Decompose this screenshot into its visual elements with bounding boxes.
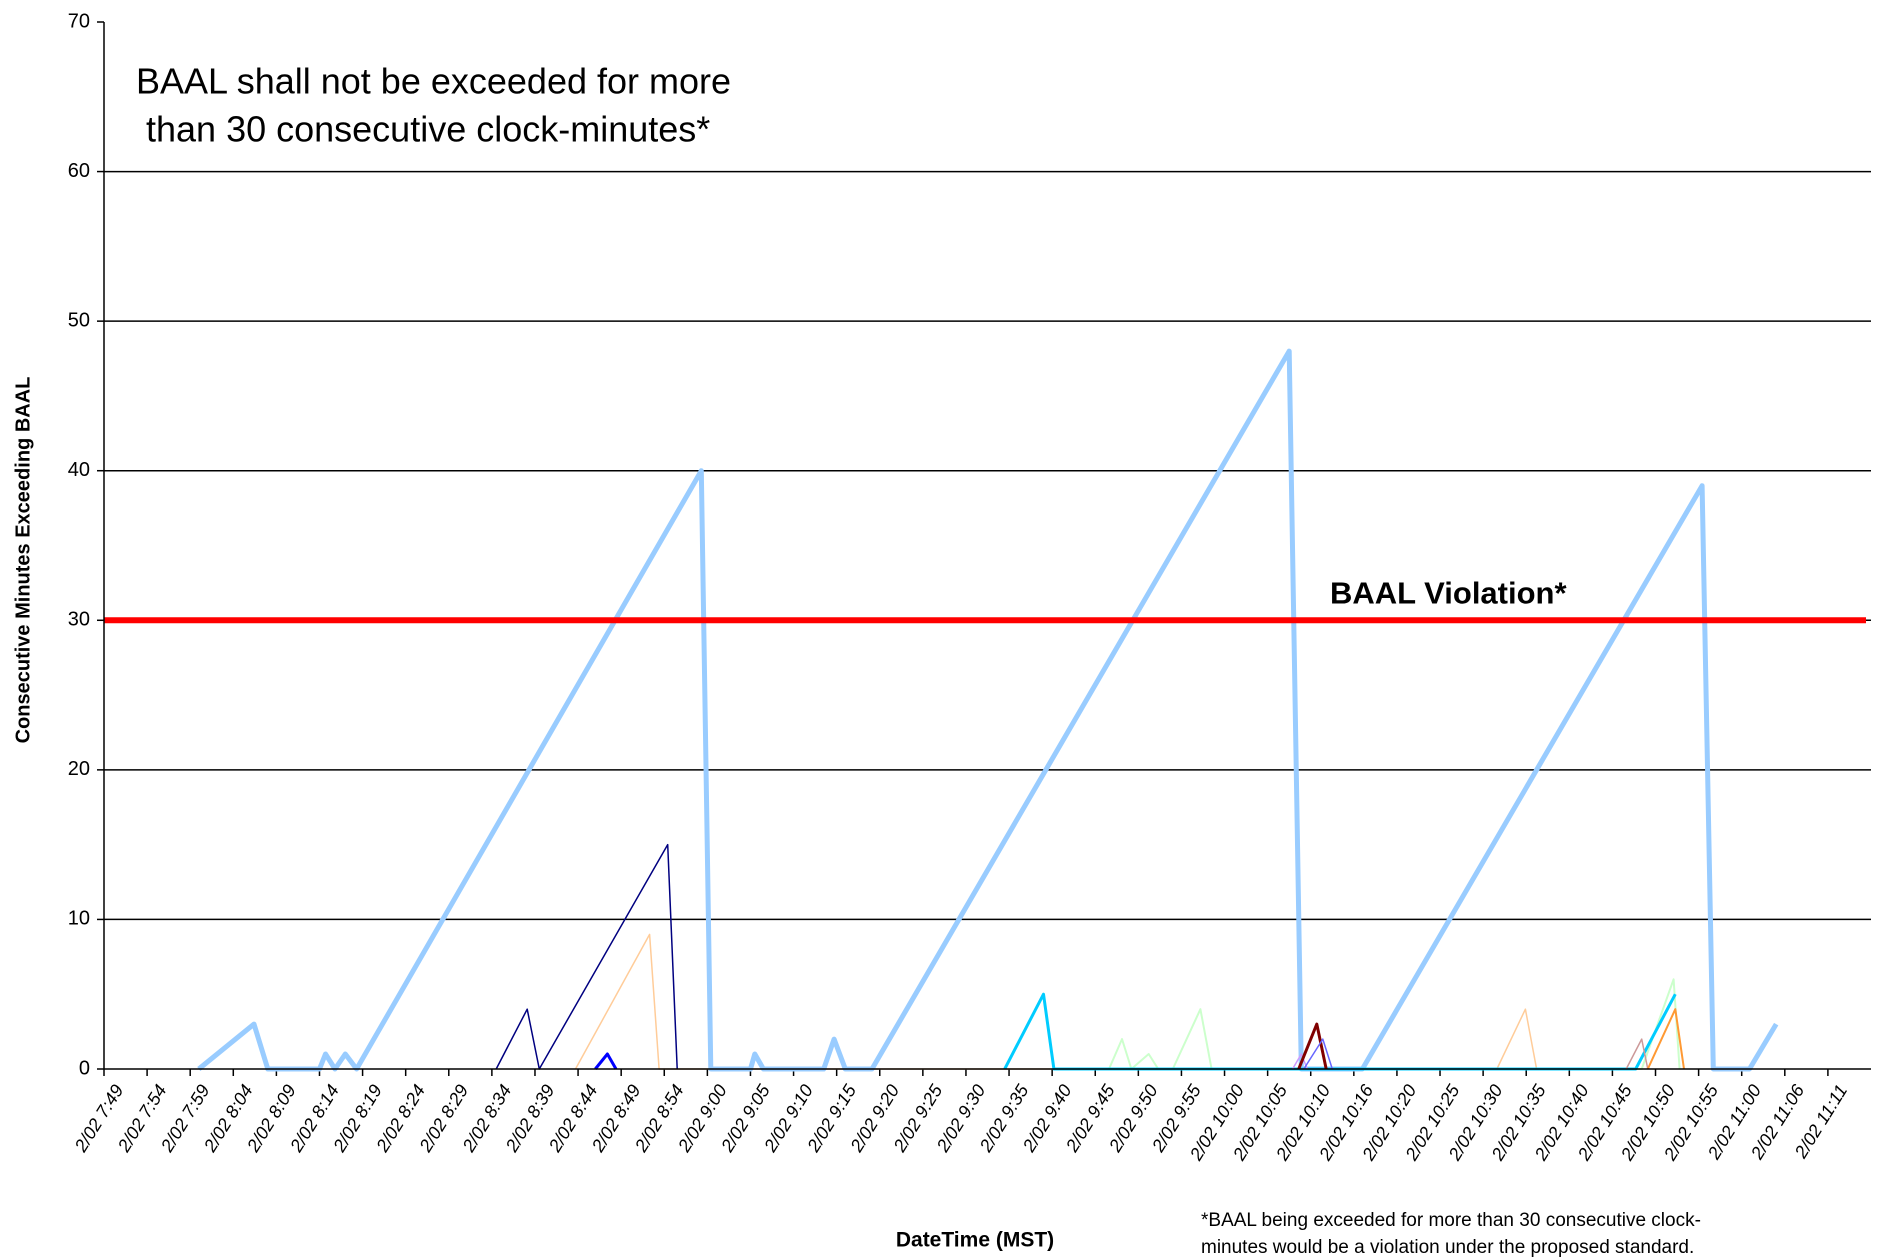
series-line [1108,978,1681,1070]
series-line [1625,1038,1649,1070]
series-line [1297,1022,1328,1070]
series-line [495,843,678,1070]
x-axis-label: DateTime (MST) [896,1229,1054,1252]
y-tick-label: 50 [68,309,90,331]
y-tick-label: 0 [79,1057,90,1079]
annotation: BAAL shall not be exceeded for more [136,61,731,102]
y-tick-label: 10 [68,908,90,930]
footnote: minutes would be a violation under the p… [1201,1237,1694,1258]
y-tick-label: 20 [68,758,90,780]
annotation: than 30 consecutive clock-minutes* [136,109,710,150]
series-line [1303,1038,1334,1070]
y-tick-label: 30 [68,609,90,631]
y-tick-label: 40 [68,459,90,481]
series-line [1003,992,1677,1071]
series-line [1291,1053,1308,1070]
series-line [1646,1008,1685,1070]
y-tick-label: 60 [68,160,90,182]
series-line [197,348,1779,1072]
footnote: *BAAL being exceeded for more than 30 co… [1201,1210,1701,1231]
y-tick-label: 70 [68,10,90,32]
y-axis-label: Consecutive Minutes Exceeding BAAL [12,377,34,744]
threshold-label: BAAL Violation* [1330,575,1567,610]
series-line [574,933,1538,1070]
series-line [594,1052,618,1070]
